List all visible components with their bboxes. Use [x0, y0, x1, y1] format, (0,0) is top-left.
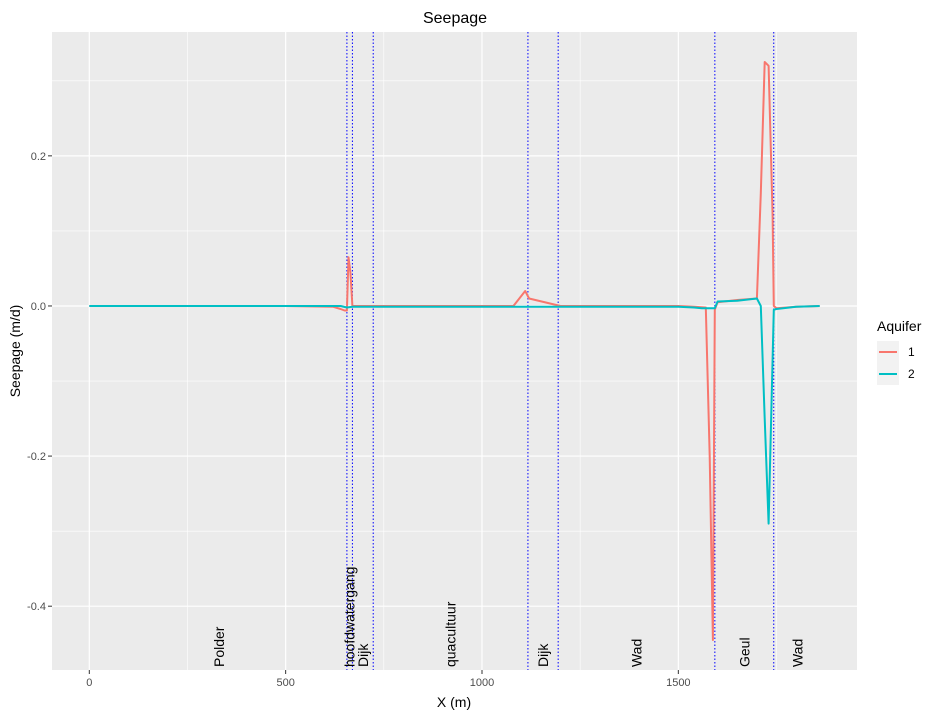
- plot-panel: [52, 32, 857, 670]
- region-label: Dijk: [535, 643, 551, 667]
- y-axis-title: Seepage (m/d): [7, 305, 23, 398]
- legend-label: 2: [908, 367, 915, 381]
- series-line-aquifer-2: [89, 297, 820, 525]
- x-tick-label: 1000: [470, 677, 494, 689]
- legend-title: Aquifer: [877, 318, 922, 334]
- y-tick-label: -0.2: [27, 451, 46, 463]
- grid-major: [52, 32, 857, 670]
- y-tick-label: -0.4: [27, 601, 46, 613]
- x-axis-title: X (m): [437, 694, 471, 710]
- series-layer: [89, 61, 820, 641]
- region-label: hoofdwatergang: [342, 567, 358, 667]
- x-tick-label: 500: [276, 677, 294, 689]
- x-tick-label: 0: [86, 677, 92, 689]
- region-label: Dijk: [355, 643, 371, 667]
- grid-minor: [52, 32, 857, 670]
- region-label: Wad: [628, 639, 644, 667]
- axes: 0 500 1000 1500 -0.4 -0.2 0.0 0.2: [27, 151, 691, 689]
- y-tick-label: 0.2: [31, 151, 46, 163]
- region-label: Geul: [736, 637, 752, 667]
- x-tick-label: 1500: [666, 677, 690, 689]
- y-tick-label: 0.0: [31, 301, 46, 313]
- region-label: Polder: [211, 626, 227, 667]
- region-label: Wad: [789, 639, 805, 667]
- legend-label: 1: [908, 345, 915, 359]
- legend: Aquifer 12: [877, 318, 922, 385]
- legend-items: 12: [877, 341, 915, 385]
- region-label: quacultuur: [443, 601, 459, 667]
- chart-title: Seepage: [423, 10, 487, 27]
